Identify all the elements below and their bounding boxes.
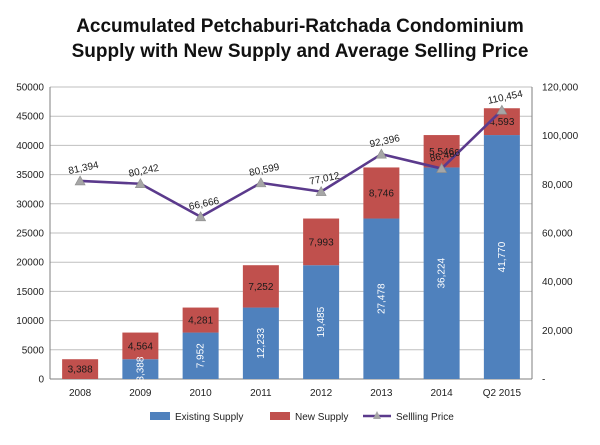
y-right-tick-label: 80,000 — [542, 180, 573, 191]
bar-new-supply — [242, 265, 279, 308]
bar-existing-supply-label: 3,388 — [135, 356, 146, 381]
bar-existing-supply — [242, 307, 279, 379]
y-left-tick-label: 50000 — [16, 83, 44, 94]
x-tick-label: 2011 — [250, 388, 272, 399]
y-right-tick-label: 60,000 — [542, 229, 573, 240]
selling-price-marker — [195, 211, 207, 222]
bar-new-supply-label: 7,993 — [309, 237, 334, 248]
bar-new-supply-label: 4,564 — [128, 341, 153, 352]
y-left-tick-label: 5000 — [22, 345, 45, 356]
bar-existing-supply — [182, 332, 219, 379]
bar-existing-supply — [363, 218, 400, 379]
selling-price-marker — [375, 148, 387, 159]
selling-price-label: 77,012 — [308, 171, 341, 188]
y-left-tick-label: 40000 — [16, 141, 44, 152]
legend-swatch-new-supply — [270, 412, 290, 420]
bar-new-supply-label: 8,746 — [369, 188, 394, 199]
bar-existing-supply-label: 12,233 — [256, 328, 267, 359]
y-right-tick-label: 100,000 — [542, 131, 579, 142]
selling-price-label: 66,666 — [188, 196, 221, 213]
selling-price-label: 110,454 — [487, 89, 524, 107]
y-right-tick-label: 40,000 — [542, 277, 573, 288]
chart-title-line-2: Supply with New Supply and Average Selli… — [71, 41, 529, 62]
chart-title-line-1: Accumulated Petchaburi-Ratchada Condomin… — [76, 16, 524, 37]
bar-existing-supply — [122, 359, 159, 379]
bar-new-supply — [62, 359, 99, 379]
bar-new-supply-label: 4,281 — [188, 316, 213, 327]
selling-price-marker — [436, 162, 448, 173]
legend-label-selling-price: Sellling Price — [396, 412, 454, 423]
y-left-tick-label: 20000 — [16, 258, 44, 269]
selling-price-marker — [134, 178, 146, 189]
x-tick-label: 2012 — [310, 388, 333, 399]
y-left-tick-label: 30000 — [16, 199, 44, 210]
selling-price-label: 80,242 — [128, 163, 161, 180]
bar-new-supply-label: 5,546 — [429, 147, 454, 158]
chart-title: Accumulated Petchaburi-Ratchada Condomin… — [0, 14, 600, 64]
legend-label-new-supply: New Supply — [295, 412, 348, 423]
y-left-tick-label: 15000 — [16, 287, 44, 298]
bar-new-supply-label: 4,593 — [489, 117, 514, 128]
legend-marker-selling-price — [373, 411, 381, 419]
y-right-tick-label: - — [542, 375, 545, 386]
selling-price-line — [80, 109, 503, 219]
bar-existing-supply-label: 27,478 — [376, 283, 387, 314]
selling-price-label: 92,396 — [369, 133, 402, 150]
bar-existing-supply — [303, 265, 340, 379]
x-tick-label: 2014 — [431, 388, 454, 399]
y-right-tick-label: 120,000 — [542, 83, 579, 94]
bar-existing-supply — [483, 135, 520, 379]
bar-existing-supply-label: 41,770 — [497, 241, 508, 272]
y-left-tick-label: 0 — [38, 375, 44, 386]
bar-new-supply — [303, 218, 340, 266]
y-right-tick-label: 20,000 — [542, 326, 573, 337]
bar-new-supply-label: 3,388 — [68, 365, 93, 376]
selling-price-marker — [315, 185, 327, 196]
y-left-tick-label: 35000 — [16, 170, 44, 181]
selling-price-label: 80,599 — [248, 162, 281, 179]
bar-new-supply — [423, 135, 460, 168]
x-tick-label: Q2 2015 — [483, 388, 522, 399]
selling-price-marker — [496, 104, 508, 115]
bar-new-supply — [182, 307, 219, 333]
selling-price-marker — [74, 175, 86, 186]
bar-new-supply — [363, 167, 400, 219]
bar-existing-supply — [423, 167, 460, 379]
bar-existing-supply-label: 7,952 — [196, 343, 207, 368]
bar-existing-supply-label: 36,224 — [437, 257, 448, 288]
x-tick-label: 2010 — [190, 388, 213, 399]
y-left-tick-label: 25000 — [16, 229, 44, 240]
x-tick-label: 2009 — [129, 388, 152, 399]
bar-new-supply-label: 7,252 — [248, 282, 273, 293]
x-tick-label: 2008 — [69, 388, 92, 399]
y-left-tick-label: 45000 — [16, 112, 44, 123]
x-tick-label: 2013 — [370, 388, 393, 399]
y-left-tick-label: 10000 — [16, 316, 44, 327]
selling-price-marker — [255, 177, 267, 188]
bar-existing-supply-label: 19,485 — [316, 306, 327, 337]
legend-swatch-existing-supply — [150, 412, 170, 420]
bar-new-supply — [122, 332, 159, 360]
legend-label-existing-supply: Existing Supply — [175, 412, 243, 423]
